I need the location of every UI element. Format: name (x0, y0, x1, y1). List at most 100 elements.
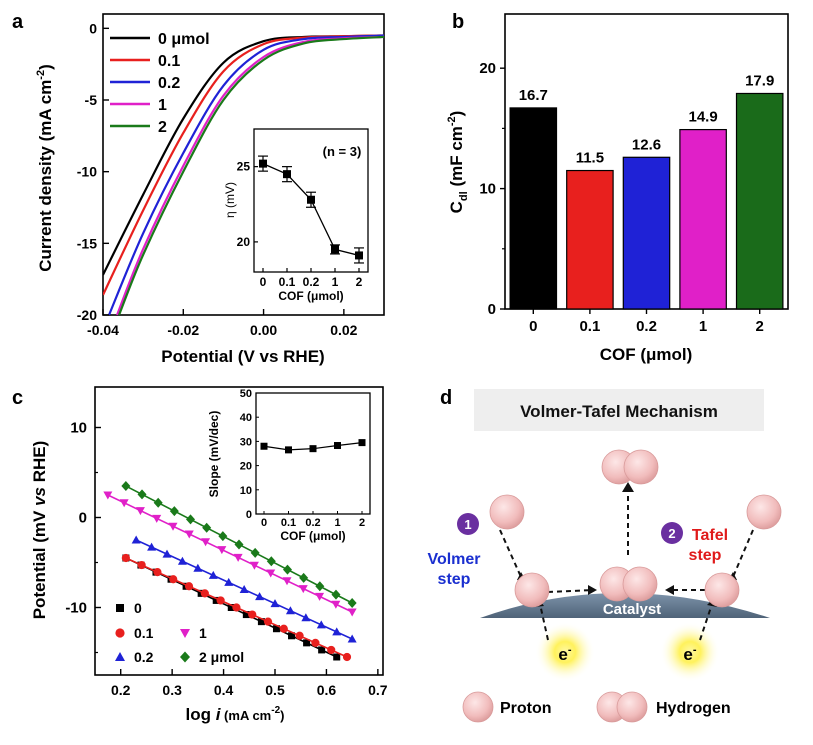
panel-c-point-2 (162, 549, 172, 558)
panel-a-xlabel: Potential (V vs RHE) (161, 347, 324, 366)
panel-a-legend-label-3: 1 (158, 97, 167, 114)
panel-a-ytick-label: -5 (85, 92, 98, 108)
panel-c-legend-label-0: 0 (134, 600, 142, 616)
panel-b-xtick-label: 0 (529, 318, 537, 335)
catalyst-surface (480, 593, 770, 618)
panel-c-point-1 (279, 624, 288, 633)
legend-hydrogen-icon-atom-2 (616, 691, 648, 723)
arrowhead-hydrogen-release (622, 482, 634, 492)
panel-a-inset-xtick-label: 0.2 (303, 275, 320, 289)
panel-c-point-2 (332, 627, 342, 636)
panel-c-inset-point (285, 446, 292, 454)
panel-c-point-4 (266, 556, 276, 567)
panel-c-point-2 (255, 592, 265, 601)
arrowhead-migrate-left (588, 585, 597, 595)
panel-c-inset-ylabel: Slope (mV/dec) (207, 411, 221, 498)
panel-a-frame (102, 13, 385, 316)
panel-c-xlabel: log i (mA cm-2) (185, 705, 284, 724)
panel-c-point-2 (285, 606, 295, 615)
panel-c-inset-xtick-label: 2 (359, 517, 365, 529)
panel-c-point-1 (153, 568, 162, 577)
panel-c-point-4 (347, 598, 357, 608)
panel-b-ytick-label: 10 (479, 181, 496, 198)
arrow-proton-adsorb-right (732, 529, 754, 578)
panel-c-point-4 (186, 514, 196, 525)
panel-c-inset-point (334, 442, 341, 450)
panel-c-point-0 (212, 596, 220, 604)
panel-a-xtick-label: 0.02 (330, 322, 357, 338)
panel-a-legend-label-2: 0.2 (158, 75, 180, 92)
step1-number: 1 (464, 517, 471, 532)
panel-b-bar-2 (622, 156, 671, 310)
panel-d-letter: d (440, 387, 452, 409)
panel-a-inset-xtick-label: 2 (356, 275, 363, 289)
panel-c-point-2 (208, 570, 218, 579)
panel-b-value-label-2: 12.6 (632, 136, 661, 153)
panel-c-point-2 (239, 585, 249, 593)
panel-c-point-4 (202, 522, 212, 533)
panel-c-point-2 (301, 613, 311, 622)
panel-c-point-4 (137, 489, 147, 500)
panel-c-inset-ytick-label: 10 (240, 485, 252, 497)
panel-c-legend-marker-2 (115, 652, 125, 661)
panel-c-inset-point (260, 442, 268, 450)
panel-c-xtick-label: 0.2 (111, 682, 131, 698)
panel-c-inset-ytick-label: 20 (240, 461, 252, 473)
panel-c-xtick-label: 0.7 (368, 682, 388, 698)
panel-c-ylabel: Potential (mV vs RHE) (30, 441, 49, 620)
panel-b-letter: b (452, 11, 464, 33)
arrow-proton-adsorb-left (499, 529, 522, 578)
panel-b-ylabel: Cdl (mF cm-2) (446, 111, 470, 214)
panel-c-point-1 (295, 631, 304, 640)
panel-c-point-3 (217, 546, 227, 555)
panel-c-point-4 (169, 506, 179, 517)
panel-c-point-4 (218, 531, 228, 542)
panel-c-point-3 (135, 507, 145, 516)
panel-c-point-4 (250, 547, 260, 558)
panel-c-point-0 (333, 653, 341, 661)
panel-c-inset-xlabel: COF (μmol) (280, 529, 345, 543)
panel-a-inset-xlabel: COF (μmol) (278, 289, 343, 303)
panel-c-point-0 (272, 625, 280, 633)
panel-c-inset-ytick-label: 0 (246, 509, 252, 521)
mechanism-title: Volmer-Tafel Mechanism (520, 402, 718, 421)
adsorbed-proton-left (514, 572, 550, 608)
panel-c-inset-xtick-label: 0.2 (305, 517, 320, 529)
hydrogen-released-atom-2 (623, 449, 659, 485)
panel-b-xtick-label: 0.1 (579, 318, 600, 335)
panel-c-point-3 (249, 561, 259, 570)
panel-c-point-4 (299, 572, 309, 583)
panel-c-xtick-label: 0.5 (265, 682, 285, 698)
panel-c-point-4 (153, 497, 163, 508)
panel-c-point-3 (331, 600, 341, 609)
proton-sphere-left (489, 494, 525, 530)
panel-c-point-2 (193, 563, 203, 572)
panel-c-point-0 (257, 618, 265, 626)
panel-a-xtick-label: 0.00 (250, 322, 277, 338)
panel-a-inset-ytick-label: 20 (237, 235, 251, 249)
arrow-electron-left (539, 603, 549, 641)
panel-c-point-2 (270, 599, 280, 608)
panel-a-letter: a (12, 11, 24, 33)
electron-label-right: e- (683, 644, 696, 664)
panel-a-inset-ylabel: η (mV) (223, 182, 237, 218)
panel-c-point-0 (288, 632, 296, 640)
panel-b-xtick-label: 0.2 (636, 318, 657, 335)
panel-c-inset-point (309, 445, 317, 453)
panel-c-ytick-label: 0 (79, 510, 87, 527)
catalyst-label: Catalyst (603, 601, 661, 618)
panel-a-inset-point (355, 251, 363, 260)
panel-a-ytick-label: -10 (77, 164, 97, 180)
arrowhead-migrate-right (665, 585, 674, 595)
panel-c-point-3 (119, 499, 129, 508)
panel-c-legend-marker-0 (116, 604, 124, 612)
panel-c-point-3 (184, 530, 194, 539)
panel-c-point-3 (282, 577, 292, 586)
panel-c-point-0 (227, 604, 235, 611)
panel-a-inset-xtick-label: 1 (332, 275, 339, 289)
panel-b-ytick-label: 0 (488, 301, 496, 318)
panel-b-bar-1 (566, 169, 614, 310)
proton-sphere-right (746, 494, 782, 530)
arrow-electron-right (699, 603, 713, 641)
